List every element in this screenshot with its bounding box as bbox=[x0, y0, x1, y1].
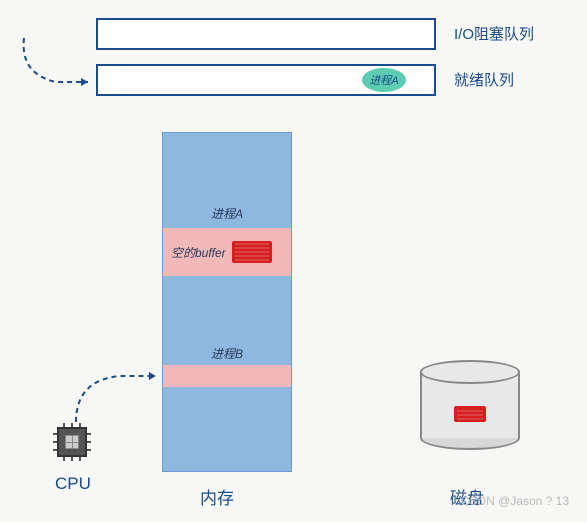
memory-buffer-band: 空的buffer bbox=[163, 228, 291, 276]
process-a-text: 进程A bbox=[211, 205, 243, 222]
disk-red-blob bbox=[454, 406, 486, 422]
io-blocked-queue-label: I/O阻塞队列 bbox=[454, 23, 534, 44]
empty-buffer-text: 空的buffer bbox=[171, 244, 226, 261]
watermark-text: CSDN @Jason ? 13 bbox=[461, 494, 569, 508]
memory-process-b-band bbox=[163, 365, 291, 387]
buffer-red-blob bbox=[232, 241, 272, 263]
process-b-text: 进程B bbox=[211, 345, 243, 362]
cpu-icon bbox=[50, 420, 94, 464]
io-blocked-queue bbox=[96, 18, 436, 50]
ready-queue-label: 就绪队列 bbox=[454, 69, 514, 90]
memory-process-b-label: 进程B bbox=[163, 343, 291, 363]
process-a-pill-label: 进程A bbox=[369, 72, 398, 88]
memory-label: 内存 bbox=[200, 484, 234, 509]
memory-block: 进程A 空的buffer 进程B bbox=[162, 132, 292, 472]
process-a-pill: 进程A bbox=[362, 68, 406, 92]
ready-queue: 进程A bbox=[96, 64, 436, 96]
disk-icon bbox=[420, 360, 520, 450]
memory-process-a-label: 进程A bbox=[163, 203, 291, 223]
cpu-label: CPU bbox=[55, 474, 91, 494]
arrow-to-ready-queue bbox=[16, 34, 98, 89]
